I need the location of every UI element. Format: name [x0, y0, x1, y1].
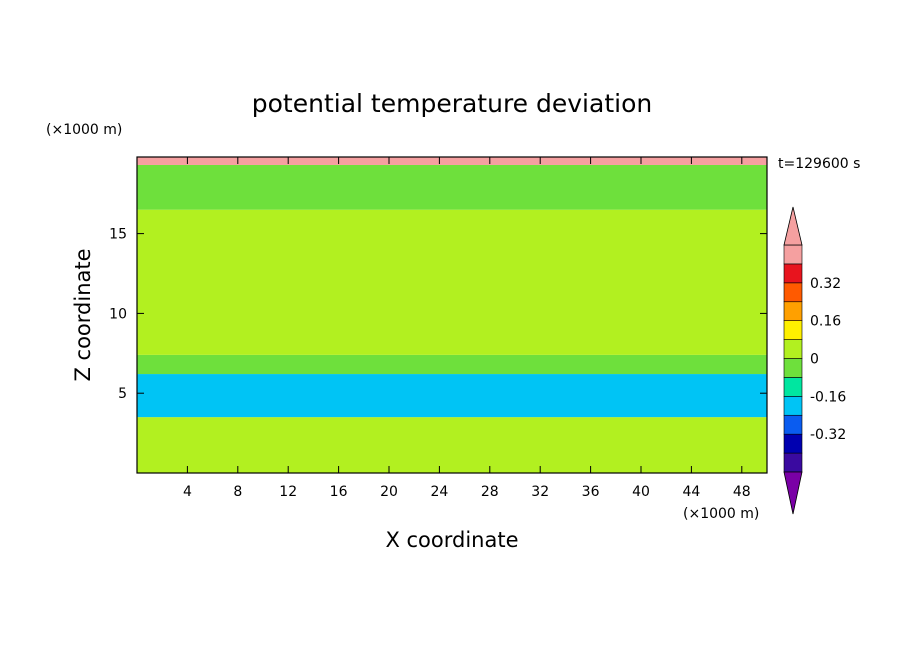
colorbar-swatch — [783, 396, 803, 416]
colorbar-tick-label: -0.16 — [810, 389, 846, 405]
x-tick-label: 8 — [233, 484, 242, 500]
x-tick-label: 28 — [481, 484, 499, 500]
y-tick-label: 5 — [118, 386, 127, 402]
field-band — [137, 417, 767, 473]
field-band — [137, 164, 767, 210]
x-tick-label: 24 — [430, 484, 448, 500]
colorbar-tick-label: -0.32 — [810, 427, 846, 443]
x-tick-label: 40 — [632, 484, 650, 500]
plot-frame — [136, 156, 768, 474]
colorbar-swatch — [783, 358, 803, 378]
colorbar-tick-label: 0.16 — [810, 314, 841, 330]
colorbar-tick-label: 0 — [810, 352, 819, 368]
x-axis-label: X coordinate — [385, 528, 518, 552]
colorbar-swatch — [783, 452, 803, 473]
colorbar-swatch — [783, 433, 803, 454]
x-tick-label: 44 — [682, 484, 700, 500]
colorbar-swatch — [783, 263, 803, 284]
x-tick-label: 16 — [330, 484, 348, 500]
x-tick-label: 32 — [531, 484, 549, 500]
colorbar-swatch — [783, 282, 803, 303]
colorbar-swatch — [783, 377, 803, 397]
chart-title: potential temperature deviation — [252, 89, 652, 118]
x-unit-label: (×1000 m) — [683, 506, 759, 522]
colorbar-tick-label: 0.32 — [810, 276, 841, 292]
y-axis-ticks: 5 10 15 — [109, 227, 767, 402]
colorbar-swatch — [783, 339, 803, 359]
x-tick-label: 4 — [183, 484, 192, 500]
y-tick-label: 10 — [109, 306, 127, 322]
field-band — [137, 354, 767, 375]
y-tick-label: 15 — [109, 227, 127, 243]
field-band — [137, 209, 767, 355]
colorbar-extend-bottom — [783, 471, 803, 515]
contour-field — [137, 157, 767, 473]
x-axis-ticks: 4 8 12 16 20 24 28 32 36 40 44 48 — [183, 157, 751, 500]
x-tick-label: 12 — [279, 484, 297, 500]
field-band — [137, 157, 767, 165]
colorbar-extend-top — [783, 206, 803, 246]
x-tick-label: 20 — [380, 484, 398, 500]
x-tick-label: 36 — [582, 484, 600, 500]
time-label: t=129600 s — [778, 156, 860, 172]
colorbar-swatch — [783, 414, 803, 435]
colorbar-swatch — [783, 244, 803, 265]
colorbar: -0.32 -0.16 0 0.16 0.32 — [783, 206, 846, 515]
y-unit-label: (×1000 m) — [46, 122, 122, 138]
field-band — [137, 374, 767, 418]
y-axis-label: Z coordinate — [71, 248, 95, 381]
colorbar-swatch — [783, 301, 803, 321]
colorbar-swatch — [783, 320, 803, 340]
x-tick-label: 48 — [733, 484, 751, 500]
